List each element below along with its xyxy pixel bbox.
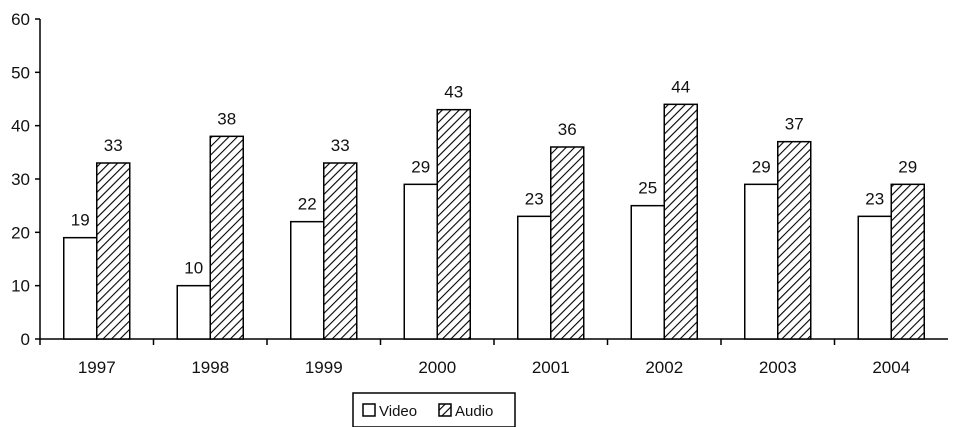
x-tick-label: 2004 [872, 358, 910, 377]
audio-bar [890, 183, 925, 340]
video-data-label: 19 [71, 211, 90, 230]
video-bar [630, 204, 665, 340]
audio-data-label: 43 [444, 83, 463, 102]
video-data-label: 29 [752, 157, 771, 176]
x-tick-label: 2000 [418, 358, 456, 377]
audio-bar [323, 162, 358, 340]
video-bar [857, 215, 892, 340]
audio-data-label: 33 [104, 136, 123, 155]
legend: Video Audio [352, 392, 516, 427]
x-tick-label: 1998 [191, 358, 229, 377]
audio-data-label: 38 [217, 109, 236, 128]
audio-bar [550, 146, 585, 340]
video-data-label: 22 [298, 195, 317, 214]
x-tick-label: 2002 [645, 358, 683, 377]
audio-data-label: 36 [558, 120, 577, 139]
audio-data-label: 33 [331, 136, 350, 155]
video-bar [517, 215, 552, 340]
audio-data-label: 44 [671, 77, 690, 96]
audio-data-label: 37 [785, 115, 804, 134]
audio-bar [777, 140, 812, 340]
video-bar [63, 236, 98, 340]
y-tick-label: 0 [21, 330, 30, 349]
video-data-label: 23 [865, 189, 884, 208]
video-bar [744, 183, 779, 340]
audio-bar [209, 135, 244, 340]
x-tick-label: 1999 [305, 358, 343, 377]
video-legend-swatch [362, 403, 376, 417]
audio-bar [436, 108, 471, 340]
y-tick-label: 50 [11, 63, 30, 82]
x-tick-label: 2003 [759, 358, 797, 377]
y-tick-label: 60 [11, 10, 30, 29]
video-data-label: 23 [525, 189, 544, 208]
audio-bar [663, 103, 698, 340]
y-tick-label: 30 [11, 170, 30, 189]
audio-data-label: 29 [898, 157, 917, 176]
video-bar [290, 220, 325, 340]
video-data-label: 10 [184, 259, 203, 278]
x-tick-label: 2001 [532, 358, 570, 377]
audio-bar [96, 162, 131, 340]
x-tick-label: 1997 [78, 358, 116, 377]
audio-legend-swatch [438, 403, 452, 417]
video-data-label: 29 [411, 157, 430, 176]
video-bar [403, 183, 438, 340]
y-tick-label: 10 [11, 277, 30, 296]
video-legend-label: Video [379, 403, 417, 420]
plot-area: 0 10 20 30 40 50 60 1997 19 33 1998 10 38 1999 22 33 200… [11, 10, 948, 377]
video-data-label: 25 [638, 179, 657, 198]
y-tick-label: 20 [11, 223, 30, 242]
audio-legend-label: Audio [455, 403, 493, 420]
legend-box [352, 392, 516, 427]
y-tick-label: 40 [11, 117, 30, 136]
video-bar [176, 284, 211, 340]
